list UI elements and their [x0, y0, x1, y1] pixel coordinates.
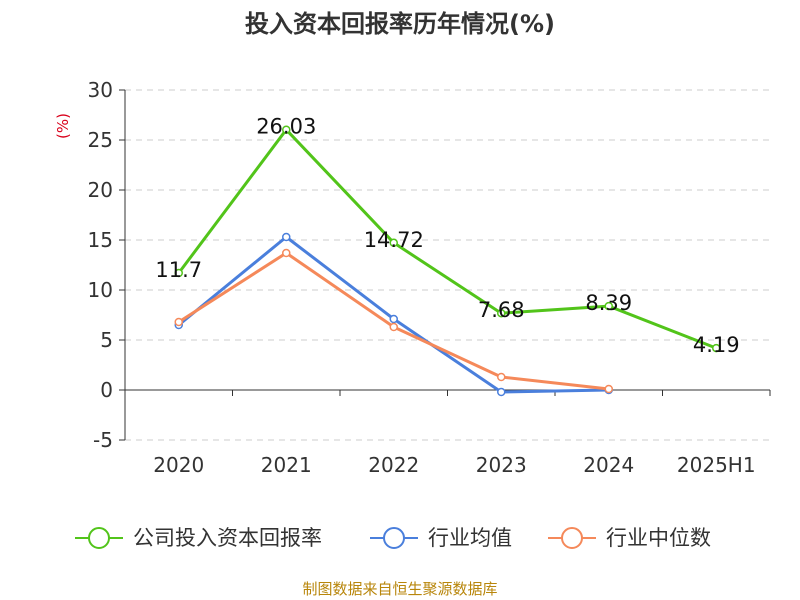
data-point: [389, 238, 398, 248]
legend-label: 行业中位数: [606, 526, 711, 550]
data-label: 26.03: [256, 115, 316, 139]
data-point: [282, 125, 291, 134]
x-tick-label: 2025H1: [677, 453, 756, 477]
legend-marker: [561, 527, 583, 549]
series-line: [177, 235, 609, 394]
data-point: [604, 384, 613, 394]
data-point: [389, 322, 398, 332]
legend-label: 公司投入资本回报率: [133, 526, 322, 550]
data-point: [712, 343, 721, 353]
data-point: [174, 317, 183, 327]
y-tick-labels: 30 25 20 15 10 5 0 -5: [88, 78, 113, 452]
data-label: 7.68: [478, 298, 525, 322]
x-tick-label: 2023: [476, 453, 527, 477]
data-label: 11.7: [155, 258, 202, 282]
data-point: [497, 308, 506, 318]
x-tick-labels: 2020 2021 2022 2023 2024 2025H1: [153, 453, 755, 477]
y-tick-label: 5: [100, 328, 113, 352]
y-tick-label: 15: [88, 228, 113, 252]
y-axis-label: (%): [54, 113, 72, 139]
y-tick-label: 25: [88, 128, 113, 152]
data-point: [497, 387, 506, 397]
data-point: [174, 268, 183, 278]
legend-label: 行业均值: [428, 526, 512, 550]
y-tick-label: 30: [88, 78, 113, 102]
series-lines: [174, 125, 721, 397]
gridlines: [125, 89, 770, 441]
data-point: [604, 301, 613, 311]
data-point: [282, 248, 291, 258]
x-tick-label: 2024: [583, 453, 634, 477]
axes: [119, 89, 771, 441]
y-tick-label: 10: [88, 278, 113, 302]
legend: 公司投入资本回报率 行业均值 行业中位数: [75, 526, 711, 550]
legend-marker: [88, 527, 110, 549]
data-point: [389, 314, 398, 324]
data-label: 14.72: [364, 228, 424, 252]
data-point: [497, 372, 506, 382]
data-point: [282, 232, 291, 242]
x-tick-label: 2022: [368, 453, 419, 477]
data-labels: 11.7 26.03 14.72 7.68 8.39 4.19: [155, 115, 739, 357]
legend-marker: [383, 527, 405, 549]
y-tick-label: -5: [93, 428, 113, 452]
series-line: [177, 128, 717, 350]
data-label: 4.19: [693, 333, 740, 357]
y-tick-label: 20: [88, 178, 113, 202]
x-tick-label: 2021: [261, 453, 312, 477]
source-note: 制图数据来自恒生聚源数据库: [302, 580, 497, 598]
x-tick-label: 2020: [153, 453, 204, 477]
y-tick-label: 0: [100, 378, 113, 402]
data-label: 8.39: [585, 291, 632, 315]
chart-title: 投入资本回报率历年情况(%): [245, 10, 555, 38]
